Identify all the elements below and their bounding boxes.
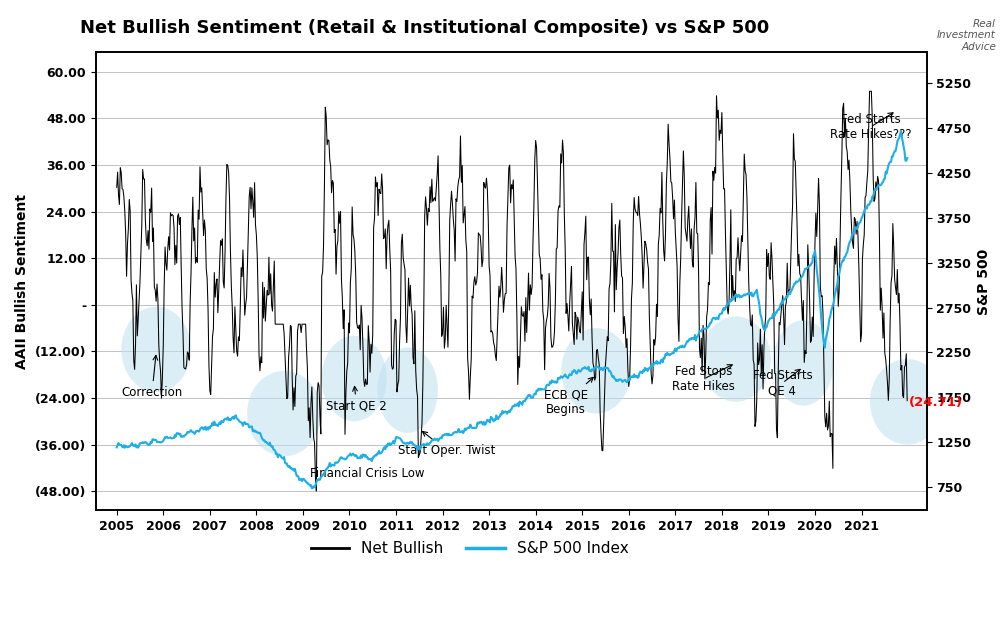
Ellipse shape — [870, 359, 945, 444]
Text: (24.71): (24.71) — [909, 396, 963, 409]
Text: Start QE 2: Start QE 2 — [326, 386, 387, 412]
Ellipse shape — [322, 336, 386, 421]
Ellipse shape — [377, 348, 438, 433]
Y-axis label: S&P 500: S&P 500 — [977, 248, 991, 314]
Ellipse shape — [773, 320, 834, 406]
Text: Fed Stops
Rate Hikes: Fed Stops Rate Hikes — [672, 365, 734, 393]
Legend: Net Bullish, S&P 500 Index: Net Bullish, S&P 500 Index — [305, 535, 635, 562]
Y-axis label: AAII Bullish Sentiment: AAII Bullish Sentiment — [15, 194, 29, 369]
Text: Fed Starts
QE 4: Fed Starts QE 4 — [752, 369, 812, 397]
Text: ECB QE
Begins: ECB QE Begins — [544, 378, 594, 416]
Text: Correction: Correction — [122, 355, 183, 399]
Text: Net Bullish Sentiment (Retail & Institutional Composite) vs S&P 500: Net Bullish Sentiment (Retail & Institut… — [80, 19, 770, 37]
Text: Start Oper. Twist: Start Oper. Twist — [398, 431, 496, 457]
Ellipse shape — [701, 316, 771, 402]
Ellipse shape — [122, 307, 191, 392]
Ellipse shape — [561, 328, 631, 414]
Text: Fed Starts
Rate Hikes???: Fed Starts Rate Hikes??? — [830, 113, 911, 141]
Text: Financial Crisis Low: Financial Crisis Low — [310, 467, 425, 480]
Text: Real
Investment
Advice: Real Investment Advice — [937, 19, 996, 52]
Ellipse shape — [247, 371, 322, 456]
